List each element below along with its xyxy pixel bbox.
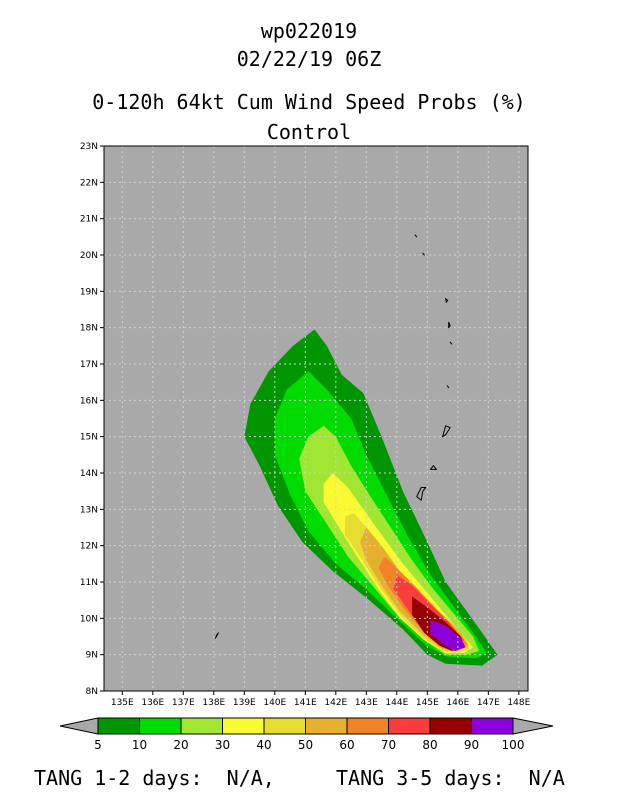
- colorbar-swatch: [222, 717, 265, 735]
- colorbar-swatch: [388, 717, 431, 735]
- colorbar-label: 50: [298, 738, 313, 752]
- islands: [214, 234, 453, 639]
- lon-tick-label: 140E: [263, 698, 286, 708]
- lat-tick-label: 17N: [80, 360, 98, 370]
- lon-tick-label: 136E: [141, 698, 164, 708]
- lat-lon-grid: [104, 146, 528, 691]
- island-outline: [416, 487, 427, 501]
- product-title: 0-120h 64kt Cum Wind Speed Probs (%): [92, 90, 526, 114]
- island-outline: [448, 321, 451, 329]
- island-outline: [214, 632, 219, 639]
- colorbar-swatch: [97, 717, 140, 735]
- colorbar-swatch: [180, 717, 223, 735]
- colorbar-swatch: [305, 717, 348, 735]
- lat-tick-label: 12N: [80, 542, 98, 552]
- colorbar-label: 60: [339, 738, 354, 752]
- lat-tick-label: 14N: [80, 469, 98, 479]
- lon-tick-label: 139E: [233, 698, 256, 708]
- lat-tick-label: 10N: [80, 614, 98, 624]
- colorbar-label: 100: [502, 738, 525, 752]
- lon-tick-label: 146E: [446, 698, 469, 708]
- lon-tick-label: 148E: [507, 698, 530, 708]
- lon-tick-label: 137E: [172, 698, 195, 708]
- lat-tick-label: 18N: [80, 324, 98, 334]
- colorbar-swatch: [429, 717, 472, 735]
- island-outline: [422, 252, 425, 256]
- island-outline: [445, 298, 449, 303]
- lat-tick-label: 19N: [80, 287, 98, 297]
- lon-tick-label: 135E: [111, 698, 134, 708]
- colorbar-swatch: [346, 717, 389, 735]
- lat-tick-label: 8N: [86, 687, 98, 697]
- colorbar-label: 40: [256, 738, 271, 752]
- colorbar-over-arrow: [512, 717, 554, 735]
- colorbar-label: 10: [132, 738, 147, 752]
- lat-tick-label: 21N: [80, 215, 98, 225]
- latitude-axis: 8N 9N 10N 11N 12N 13N 14N 15N 16N 17N 18N 19N 20N 21N…: [80, 142, 104, 697]
- colorbar-swatch: [263, 717, 306, 735]
- island-outline: [442, 425, 451, 438]
- lat-tick-label: 13N: [80, 505, 98, 515]
- datetime-title: 02/22/19 06Z: [236, 47, 382, 71]
- island-outline: [429, 465, 437, 470]
- lon-tick-label: 141E: [294, 698, 317, 708]
- colorbar-label: 70: [381, 738, 396, 752]
- colorbar-label: 90: [464, 738, 479, 752]
- colorbar-label: 5: [94, 738, 102, 752]
- longitude-axis: 135E 136E 137E 138E 139E 140E 141E 142E 143E 144E…: [111, 691, 531, 708]
- colorbar-label: 20: [173, 738, 188, 752]
- island-outline: [449, 341, 453, 345]
- run-title: Control: [266, 120, 352, 144]
- lat-tick-label: 20N: [80, 251, 98, 261]
- lat-tick-label: 22N: [80, 178, 98, 188]
- colorbar-label: 80: [422, 738, 437, 752]
- colorbar-swatch: [139, 717, 182, 735]
- colorbar-swatch: [471, 717, 514, 735]
- map-frame: [103, 145, 529, 692]
- lat-tick-label: 11N: [80, 578, 98, 588]
- tang-3-5-days: TANG 3-5 days: N/A: [336, 766, 565, 790]
- colorbar-under-arrow: [59, 717, 99, 735]
- island-outline: [446, 385, 450, 389]
- colorbar-label: 30: [215, 738, 230, 752]
- lon-tick-label: 145E: [416, 698, 439, 708]
- prob-region-90: [430, 620, 466, 651]
- lat-tick-label: 9N: [86, 651, 98, 661]
- lon-tick-label: 138E: [202, 698, 225, 708]
- lat-tick-label: 16N: [80, 396, 98, 406]
- lat-tick-label: 15N: [80, 433, 98, 443]
- lon-tick-label: 143E: [355, 698, 378, 708]
- probability-map: 8N 9N 10N 11N 12N 13N 14N 15N 16N 17N 18N 19N 20N 21N…: [59, 142, 554, 752]
- colorbar: 5 10 20 30 40 50 60 70 80 90 100: [59, 717, 554, 752]
- lon-tick-label: 147E: [477, 698, 500, 708]
- storm-id-title: wp022019: [260, 19, 358, 43]
- lon-tick-label: 142E: [324, 698, 347, 708]
- tang-1-2-days: TANG 1-2 days: N/A,: [34, 766, 275, 790]
- lon-tick-label: 144E: [385, 698, 408, 708]
- prob-region-20: [299, 425, 480, 655]
- lat-tick-label: 23N: [80, 142, 98, 152]
- island-outline: [414, 234, 418, 238]
